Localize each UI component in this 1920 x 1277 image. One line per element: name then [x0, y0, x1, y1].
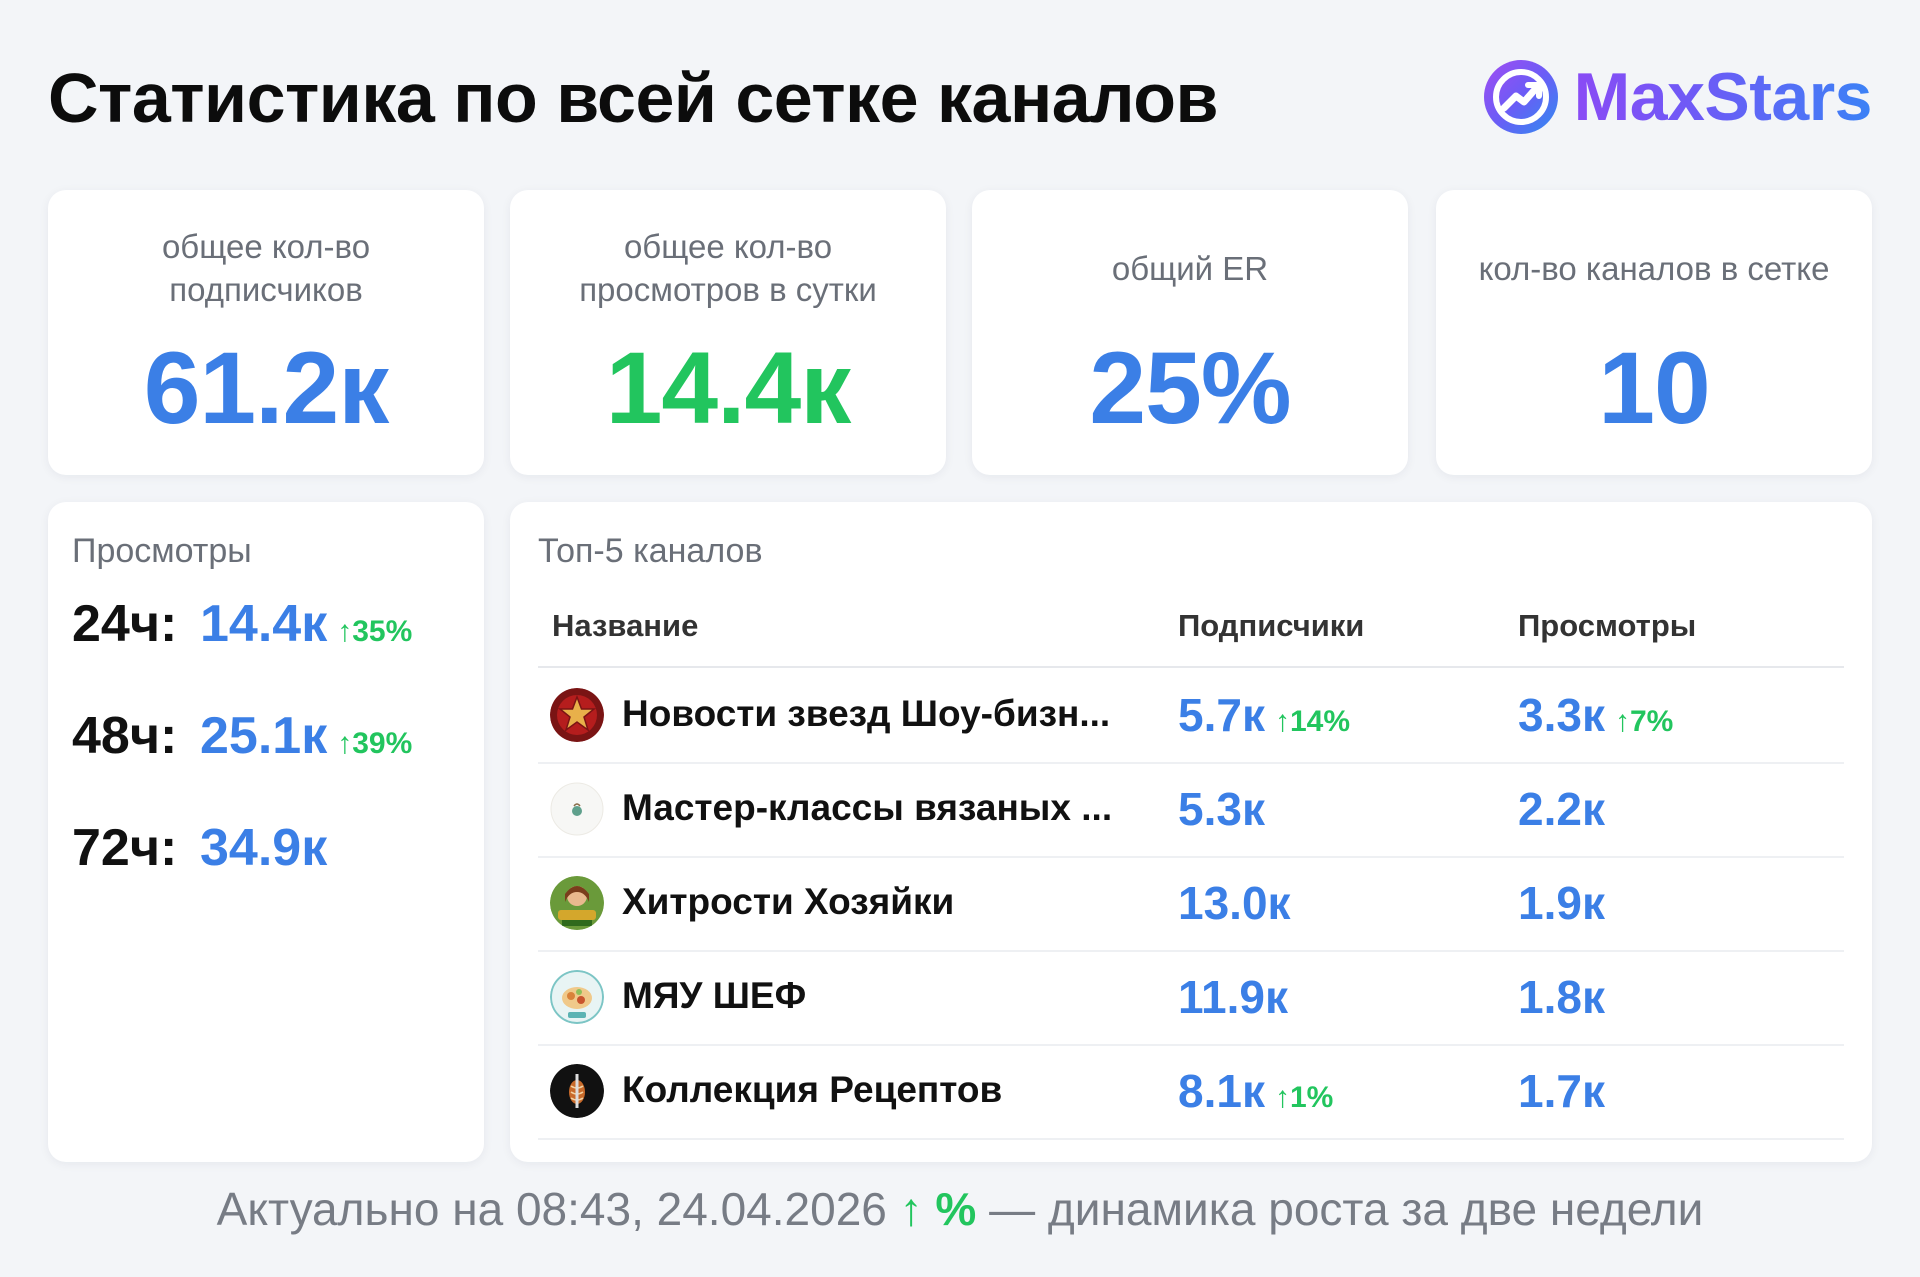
table-row[interactable]: Коллекция Рецептов 8.1к ↑1% 1.7к — [538, 1044, 1844, 1140]
views-value: 1.8к — [1518, 971, 1605, 1023]
channel-subscribers: 8.1к ↑1% — [1178, 1064, 1333, 1118]
views-value: 3.3к — [1518, 689, 1605, 741]
table-row[interactable]: Хитрости Хозяйки 13.0к 1.9к — [538, 856, 1844, 952]
chart-arrow-icon — [1483, 60, 1558, 134]
brand: MaxStars — [1482, 58, 1873, 136]
table-row[interactable]: Мастер-классы вязаных ... 5.3к 2.2к — [538, 762, 1844, 858]
growth-badge: ↑7% — [1614, 705, 1674, 738]
channel-subscribers: 11.9к — [1178, 970, 1298, 1024]
channel-subscribers: 13.0к — [1178, 876, 1301, 930]
channel-avatar-star-icon — [550, 688, 604, 742]
stat-label: общий ER — [1111, 249, 1269, 287]
column-name: Название — [552, 608, 699, 643]
column-views: Просмотры — [1518, 608, 1697, 643]
stat-card-er: общий ER 25% — [972, 190, 1408, 475]
stat-value: 14.4к — [605, 331, 852, 445]
page-title: Статистика по всей сетке каналов — [48, 59, 1219, 137]
footer-note: Актуально на 08:43, 24.04.2026 ↑ % — дин… — [0, 1182, 1920, 1236]
channel-avatar-yarn-icon — [550, 782, 604, 836]
growth-badge: ↑35% — [337, 615, 413, 648]
channel-views: 2.2к — [1518, 782, 1615, 836]
channel-name: Хитрости Хозяйки — [622, 881, 955, 922]
table-row[interactable]: Новости звезд Шоу-бизн... 5.7к ↑14% 3.3к… — [538, 668, 1844, 764]
period-label: 72ч: — [72, 819, 178, 877]
top-channels-title: Топ-5 каналов — [538, 532, 763, 570]
views-row-72h: 72ч: 34.9к — [72, 818, 337, 878]
views-value: 1.7к — [1518, 1065, 1605, 1117]
channel-views: 1.8к — [1518, 970, 1615, 1024]
channel-avatar-housewife-icon — [550, 876, 604, 930]
footer-timestamp: Актуально на 08:43, 24.04.2026 — [216, 1183, 887, 1235]
growth-badge: ↑39% — [337, 727, 413, 760]
channel-subscribers: 5.7к ↑14% — [1178, 688, 1350, 742]
period-label: 24ч: — [72, 595, 178, 653]
views-title: Просмотры — [72, 532, 252, 570]
column-subscribers: Подписчики — [1178, 608, 1365, 643]
channel-views: 3.3к ↑7% — [1518, 688, 1673, 742]
channel-name: Коллекция Рецептов — [622, 1069, 1003, 1110]
top-channels-card: Топ-5 каналов Название Подписчики Просмо… — [510, 502, 1872, 1162]
stat-label: общее кол-во просмотров в сутки — [579, 228, 877, 308]
period-value: 25.1к — [200, 707, 328, 765]
subscribers-value: 5.7к — [1178, 689, 1265, 741]
stat-value: 25% — [1089, 331, 1291, 445]
views-card: Просмотры 24ч: 14.4к ↑35% 48ч: 25.1к ↑39… — [48, 502, 484, 1162]
stat-card-subscribers: общее кол-во подписчиков 61.2к — [48, 190, 484, 475]
period-value: 14.4к — [200, 595, 328, 653]
brand-name: MaxStars — [1573, 59, 1873, 135]
views-row-48h: 48ч: 25.1к ↑39% — [72, 706, 412, 766]
channel-views: 1.7к — [1518, 1064, 1615, 1118]
stat-label: общее кол-во подписчиков — [161, 228, 371, 308]
channel-avatar-chef-cat-icon — [550, 970, 604, 1024]
stat-value: 10 — [1598, 331, 1710, 445]
footer-legend-text: — динамика роста за две недели — [989, 1183, 1704, 1235]
channel-views: 1.9к — [1518, 876, 1615, 930]
period-label: 48ч: — [72, 707, 178, 765]
stat-value: 61.2к — [143, 331, 390, 445]
stat-card-daily-views: общее кол-во просмотров в сутки 14.4к — [510, 190, 946, 475]
subscribers-value: 8.1к — [1178, 1065, 1265, 1117]
channel-avatar-recipes-icon — [550, 1064, 604, 1118]
subscribers-value: 13.0к — [1178, 877, 1291, 929]
views-value: 1.9к — [1518, 877, 1605, 929]
growth-legend-marker: ↑ % — [899, 1183, 977, 1235]
subscribers-value: 11.9к — [1178, 971, 1289, 1023]
views-row-24h: 24ч: 14.4к ↑35% — [72, 594, 412, 654]
table-header: Название Подписчики Просмотры — [538, 608, 1844, 668]
channel-name: Новости звезд Шоу-бизн... — [622, 693, 1111, 734]
subscribers-value: 5.3к — [1178, 783, 1265, 835]
growth-badge: ↑1% — [1274, 1081, 1334, 1114]
stat-card-channel-count: кол-во каналов в сетке 10 — [1436, 190, 1872, 475]
stat-label: кол-во каналов в сетке — [1478, 249, 1830, 287]
period-value: 34.9к — [200, 819, 328, 877]
growth-badge: ↑14% — [1274, 705, 1351, 738]
channel-name: МЯУ ШЕФ — [622, 975, 807, 1016]
views-value: 2.2к — [1518, 783, 1605, 835]
table-row[interactable]: МЯУ ШЕФ 11.9к 1.8к — [538, 950, 1844, 1046]
channel-subscribers: 5.3к — [1178, 782, 1275, 836]
channel-name: Мастер-классы вязаных ... — [622, 787, 1113, 828]
